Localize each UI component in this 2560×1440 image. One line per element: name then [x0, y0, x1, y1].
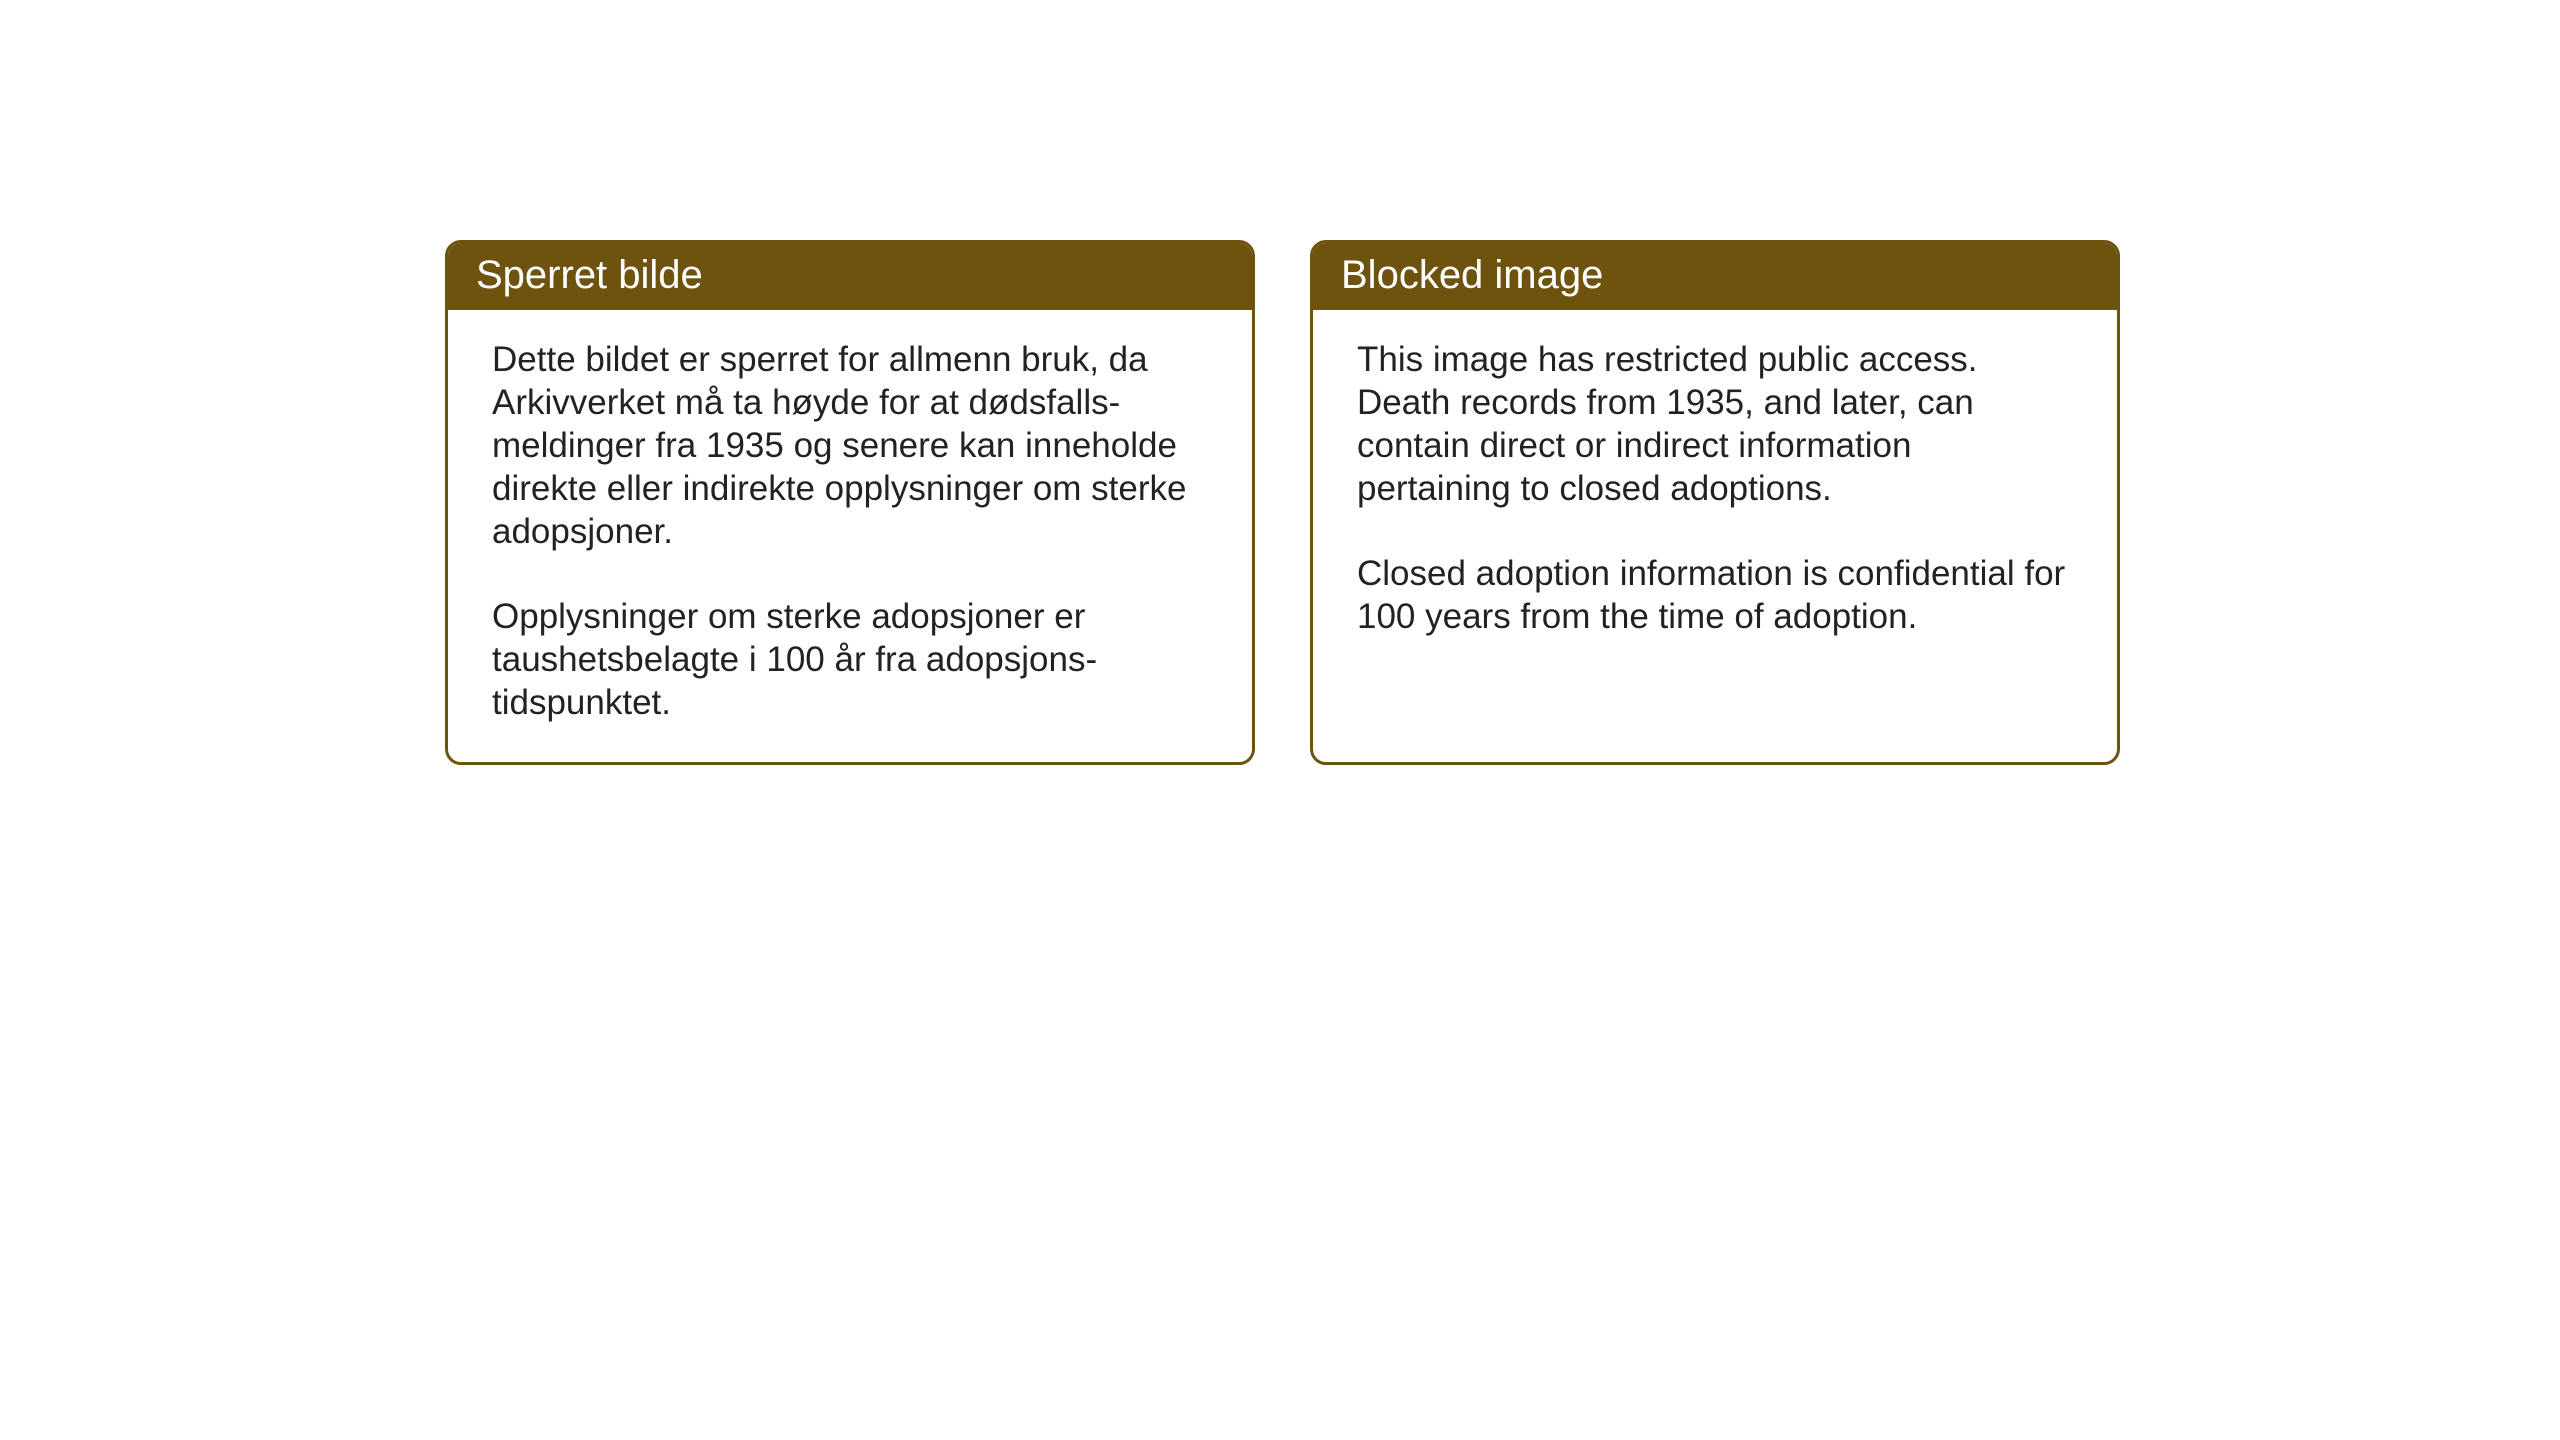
notice-body-norwegian: Dette bildet er sperret for allmenn bruk…	[448, 310, 1252, 762]
notice-card-norwegian: Sperret bilde Dette bildet er sperret fo…	[445, 240, 1255, 765]
notice-header-norwegian: Sperret bilde	[448, 243, 1252, 310]
notice-container: Sperret bilde Dette bildet er sperret fo…	[445, 240, 2560, 765]
notice-header-english: Blocked image	[1313, 243, 2117, 310]
notice-paragraph-1-english: This image has restricted public access.…	[1357, 338, 2073, 510]
notice-body-english: This image has restricted public access.…	[1313, 310, 2117, 762]
notice-paragraph-2-english: Closed adoption information is confident…	[1357, 552, 2073, 638]
notice-paragraph-1-norwegian: Dette bildet er sperret for allmenn bruk…	[492, 338, 1208, 553]
notice-paragraph-2-norwegian: Opplysninger om sterke adopsjoner er tau…	[492, 595, 1208, 724]
notice-card-english: Blocked image This image has restricted …	[1310, 240, 2120, 765]
